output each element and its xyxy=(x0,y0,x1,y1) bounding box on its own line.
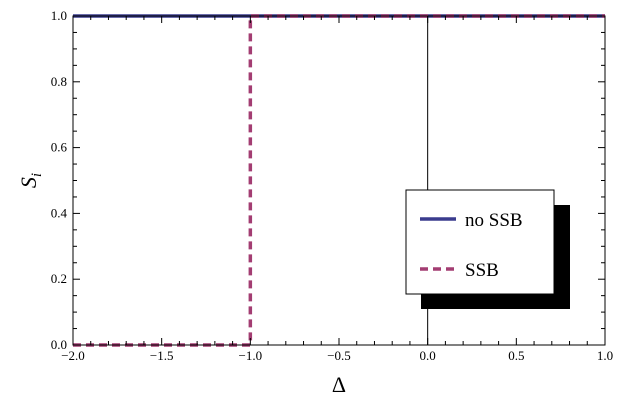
x-tick-label: −2.0 xyxy=(61,348,85,363)
axis-ticks xyxy=(72,15,606,346)
x-tick-label: −0.5 xyxy=(327,348,351,363)
x-tick-label: −1.5 xyxy=(150,348,174,363)
tick-labels: −2.0 −1.5 −1.0 −0.5 0.0 0.5 1.0 0.0 0.2 0.4 0.6 0.8… xyxy=(51,8,613,363)
y-tick-label: 0.2 xyxy=(51,271,67,286)
x-tick-label: 1.0 xyxy=(597,348,613,363)
y-axis-label-subscript: i xyxy=(29,173,45,177)
y-axis-label: Si xyxy=(16,173,45,188)
x-tick-label: −1.0 xyxy=(239,348,263,363)
x-axis-label: Δ xyxy=(332,372,346,397)
y-tick-label: 1.0 xyxy=(51,8,67,23)
x-tick-label: 0.5 xyxy=(508,348,524,363)
y-axis-label-main: S xyxy=(16,177,41,188)
legend: no SSB SSB xyxy=(405,189,570,309)
legend-label-ssb: SSB xyxy=(465,260,499,281)
y-tick-label: 0.4 xyxy=(51,205,68,220)
y-tick-label: 0.8 xyxy=(51,74,67,89)
legend-box xyxy=(405,189,555,295)
x-tick-label: 0.0 xyxy=(420,348,436,363)
legend-label-no-ssb: no SSB xyxy=(465,210,523,231)
y-tick-label: 0.6 xyxy=(51,140,68,155)
y-tick-label: 0.0 xyxy=(51,337,67,352)
